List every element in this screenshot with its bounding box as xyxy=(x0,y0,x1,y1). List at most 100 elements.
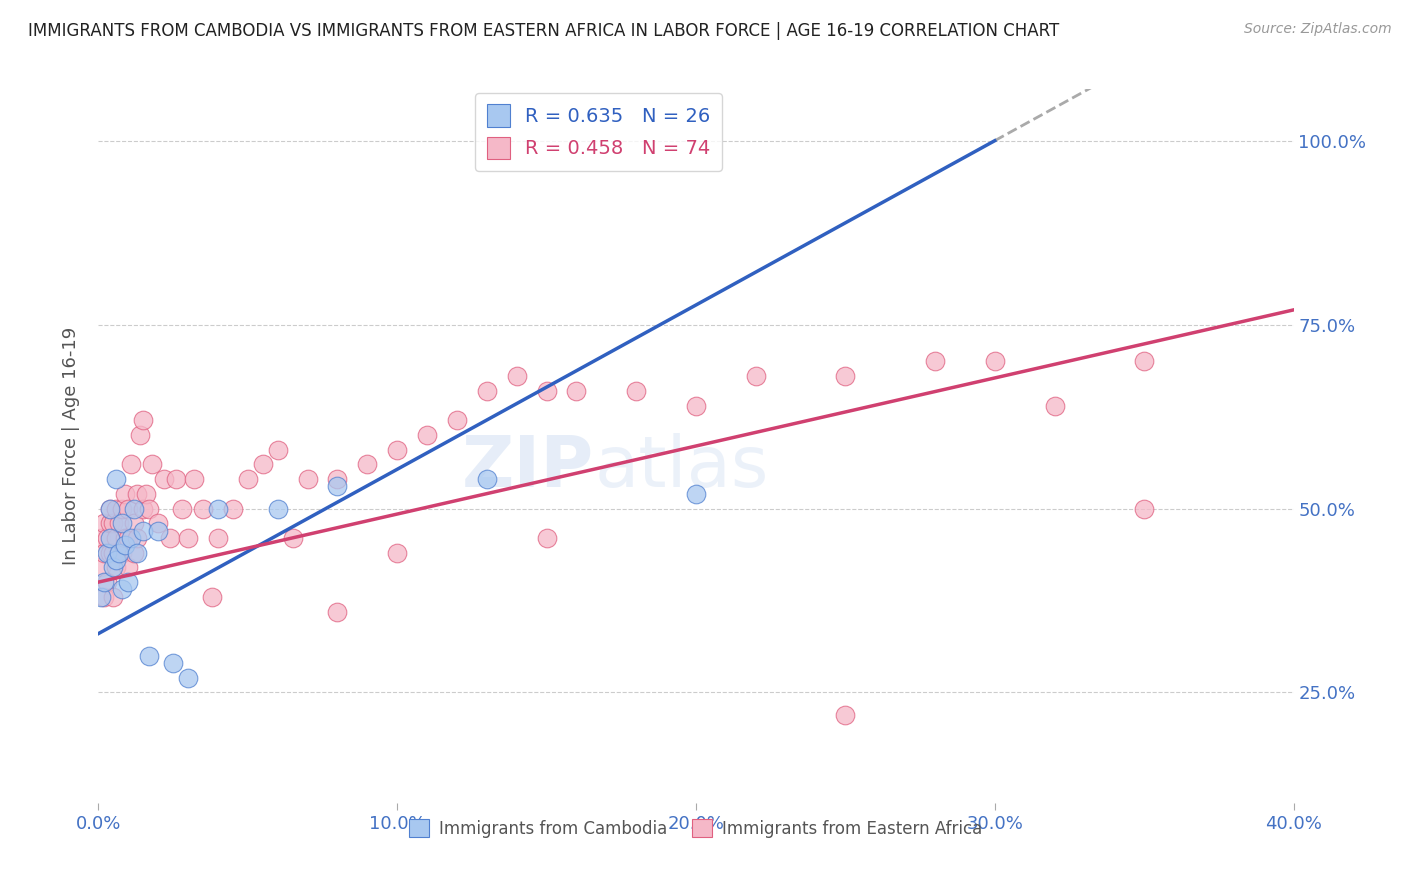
Point xyxy=(132,501,155,516)
Point xyxy=(191,501,214,516)
Point xyxy=(984,354,1007,368)
Point xyxy=(1133,354,1156,368)
Point xyxy=(93,546,115,560)
Point xyxy=(108,516,131,531)
Point xyxy=(252,458,274,472)
Point xyxy=(111,546,134,560)
Point xyxy=(745,369,768,384)
Point xyxy=(96,531,118,545)
Point xyxy=(90,560,112,574)
Point xyxy=(127,546,149,560)
Point xyxy=(1133,501,1156,516)
Point xyxy=(90,590,112,604)
Point xyxy=(475,472,498,486)
Text: ZIP: ZIP xyxy=(463,433,595,502)
Point xyxy=(117,560,139,574)
Y-axis label: In Labor Force | Age 16-19: In Labor Force | Age 16-19 xyxy=(62,326,80,566)
Point xyxy=(98,501,122,516)
Point xyxy=(177,671,200,685)
Point xyxy=(834,369,856,384)
Point xyxy=(326,479,349,493)
Text: Source: ZipAtlas.com: Source: ZipAtlas.com xyxy=(1244,22,1392,37)
Point xyxy=(416,428,439,442)
Point xyxy=(124,546,146,560)
Point xyxy=(93,575,115,590)
Point xyxy=(159,531,181,545)
Point xyxy=(132,524,155,538)
Point xyxy=(111,582,134,597)
Point xyxy=(96,546,118,560)
Point xyxy=(105,553,128,567)
Point xyxy=(475,384,498,398)
Point xyxy=(114,531,136,545)
Point xyxy=(222,501,245,516)
Point xyxy=(138,648,160,663)
Text: atlas: atlas xyxy=(595,433,769,502)
Point xyxy=(114,538,136,552)
Point xyxy=(207,531,229,545)
Point xyxy=(108,546,131,560)
Point xyxy=(105,472,128,486)
Point xyxy=(685,487,707,501)
Point xyxy=(172,501,194,516)
Point xyxy=(165,472,187,486)
Point xyxy=(153,472,176,486)
Point xyxy=(98,501,122,516)
Point xyxy=(103,590,125,604)
Point xyxy=(177,531,200,545)
Point xyxy=(98,531,122,545)
Point xyxy=(326,605,349,619)
Point xyxy=(103,516,125,531)
Point xyxy=(685,399,707,413)
Point xyxy=(117,531,139,545)
Point xyxy=(120,458,142,472)
Point xyxy=(90,531,112,545)
Point xyxy=(98,516,122,531)
Point xyxy=(267,501,290,516)
Point xyxy=(1043,399,1066,413)
Point xyxy=(98,546,122,560)
Point xyxy=(326,472,349,486)
Point xyxy=(105,560,128,574)
Point xyxy=(236,472,259,486)
Point xyxy=(117,575,139,590)
Point xyxy=(536,531,558,545)
Point xyxy=(105,501,128,516)
Point xyxy=(201,590,224,604)
Point xyxy=(93,590,115,604)
Point xyxy=(141,458,163,472)
Point xyxy=(93,516,115,531)
Point xyxy=(385,546,409,560)
Point xyxy=(96,575,118,590)
Point xyxy=(834,707,856,722)
Point xyxy=(281,531,304,545)
Point xyxy=(135,487,157,501)
Point xyxy=(356,458,378,472)
Point xyxy=(105,531,128,545)
Point xyxy=(111,501,134,516)
Point xyxy=(148,524,170,538)
Point xyxy=(536,384,558,398)
Point xyxy=(267,442,290,457)
Point xyxy=(124,516,146,531)
Point xyxy=(103,546,125,560)
Point xyxy=(924,354,946,368)
Point xyxy=(129,428,152,442)
Point xyxy=(124,501,146,516)
Point xyxy=(446,413,468,427)
Point xyxy=(506,369,529,384)
Point xyxy=(114,487,136,501)
Point xyxy=(626,384,648,398)
Point xyxy=(127,487,149,501)
Point xyxy=(297,472,319,486)
Text: IMMIGRANTS FROM CAMBODIA VS IMMIGRANTS FROM EASTERN AFRICA IN LABOR FORCE | AGE : IMMIGRANTS FROM CAMBODIA VS IMMIGRANTS F… xyxy=(28,22,1059,40)
Point xyxy=(162,656,184,670)
Point xyxy=(108,546,131,560)
Point xyxy=(132,413,155,427)
Point xyxy=(183,472,205,486)
Point xyxy=(127,531,149,545)
Point xyxy=(111,516,134,531)
Legend: Immigrants from Cambodia, Immigrants from Eastern Africa: Immigrants from Cambodia, Immigrants fro… xyxy=(402,813,990,845)
Point xyxy=(207,501,229,516)
Point xyxy=(138,501,160,516)
